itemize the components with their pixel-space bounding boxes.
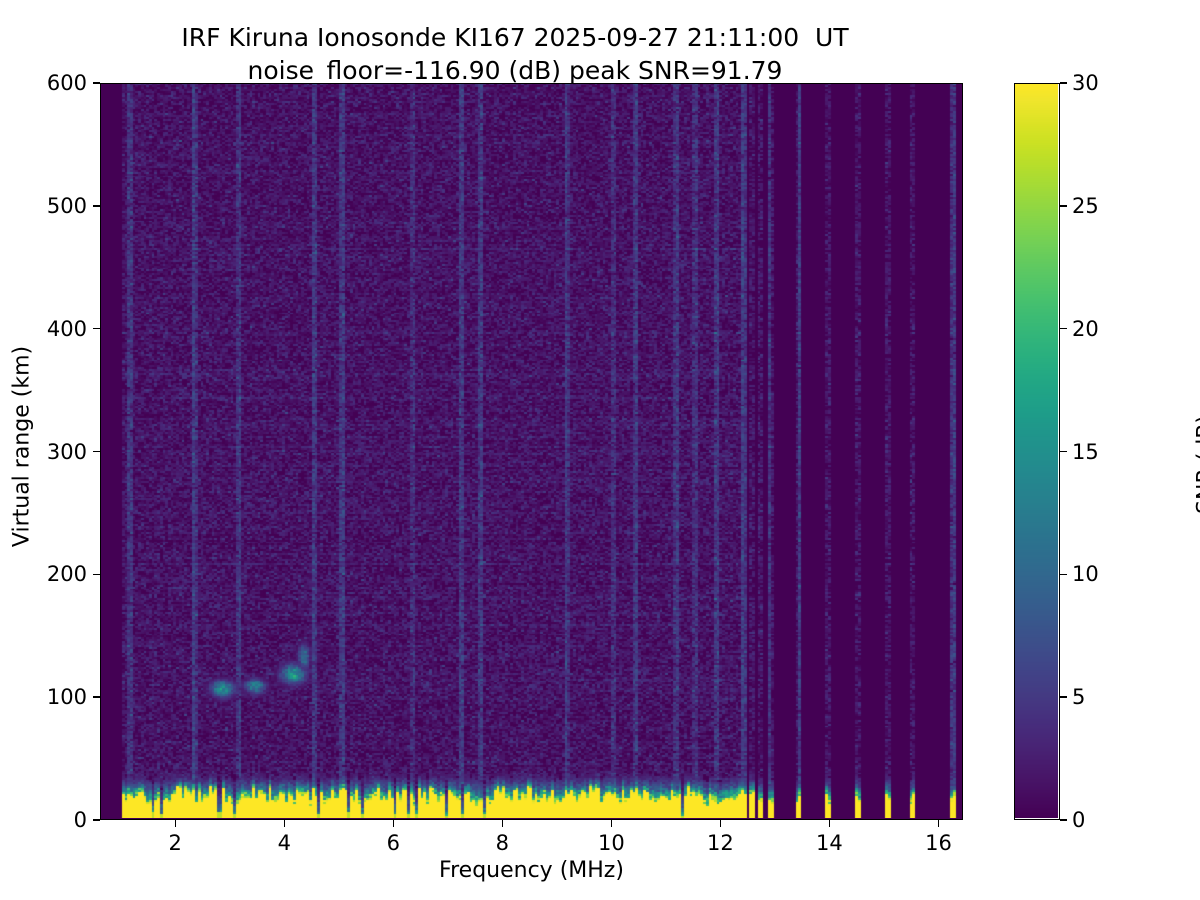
x-tick-mark	[610, 820, 613, 827]
x-tick-label: 16	[925, 831, 952, 855]
colorbar-label: SNR (dB)	[1193, 415, 1200, 514]
colorbar-tick-mark	[1060, 696, 1067, 698]
x-tick-label: 12	[707, 831, 734, 855]
x-tick-label: 10	[597, 831, 625, 855]
x-axis-label: Frequency (MHz)	[439, 858, 624, 883]
x-tick-mark	[283, 820, 285, 827]
colorbar-tick-label: 30	[1072, 71, 1099, 95]
x-tick-label: 4	[277, 831, 291, 855]
x-tick-label: 8	[495, 831, 510, 855]
colorbar-tick-mark	[1060, 819, 1067, 821]
colorbar-tick-label: 10	[1072, 562, 1099, 587]
y-tick-mark	[93, 696, 100, 698]
colorbar[interactable]	[1014, 83, 1060, 820]
y-tick-label: 100	[46, 685, 87, 710]
x-tick-mark	[174, 820, 176, 827]
colorbar-tick-label: 5	[1072, 685, 1086, 710]
y-tick-label: 200	[46, 562, 87, 587]
colorbar-tick-mark	[1060, 82, 1067, 84]
y-tick-label: 300	[46, 439, 87, 464]
colorbar-tick-label: 0	[1072, 808, 1086, 832]
x-tick-mark	[719, 820, 722, 827]
colorbar-tick-mark	[1060, 450, 1067, 453]
y-tick-mark	[93, 819, 100, 821]
y-tick-mark	[93, 573, 100, 576]
colorbar-tick-mark	[1060, 573, 1067, 576]
x-tick-label: 14	[816, 831, 843, 855]
x-tick-mark	[501, 820, 504, 827]
x-tick-label: 2	[168, 831, 182, 855]
figure-title: IRF Kiruna Ionosonde KI167 2025-09-27 21…	[0, 22, 1030, 87]
ionogram-heatmap	[101, 84, 961, 818]
y-tick-label: 500	[46, 193, 87, 218]
title-line-2: noise_floor=-116.90 (dB) peak SNR=91.79	[247, 55, 783, 85]
y-axis-label: Virtual range (km)	[9, 345, 35, 548]
y-tick-mark	[93, 205, 100, 207]
title-line-1: IRF Kiruna Ionosonde KI167 2025-09-27 21…	[181, 23, 849, 52]
x-tick-mark	[828, 820, 831, 827]
y-tick-mark	[93, 450, 100, 453]
x-tick-mark	[392, 820, 394, 827]
y-tick-label: 0	[73, 808, 87, 832]
y-tick-label: 600	[46, 71, 87, 95]
y-tick-mark	[93, 327, 100, 330]
ionogram-plot-area[interactable]	[100, 83, 963, 820]
colorbar-tick-mark	[1060, 327, 1067, 330]
x-tick-label: 6	[386, 831, 400, 855]
colorbar-tick-label: 25	[1072, 193, 1099, 218]
colorbar-gradient	[1015, 84, 1058, 818]
x-tick-mark	[937, 820, 940, 827]
colorbar-tick-mark	[1060, 205, 1067, 207]
y-tick-mark	[93, 82, 100, 84]
colorbar-tick-label: 20	[1072, 316, 1099, 341]
colorbar-tick-label: 15	[1072, 439, 1099, 464]
y-tick-label: 400	[46, 316, 87, 341]
